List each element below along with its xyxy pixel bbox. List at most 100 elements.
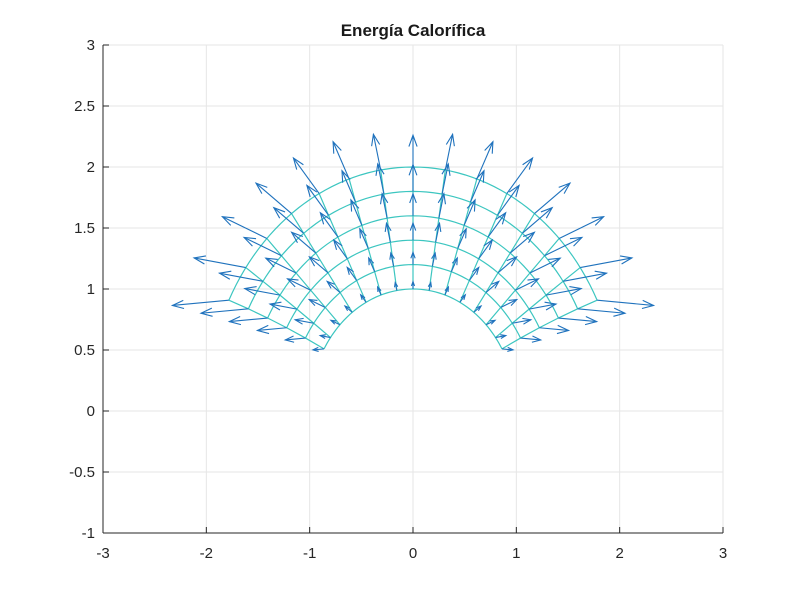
quiver-arrowhead	[451, 256, 458, 266]
mesh-spoke	[485, 238, 560, 326]
quiver-shaft	[577, 308, 626, 314]
quiver-arrowhead	[434, 221, 442, 233]
quiver-arrowhead	[376, 285, 382, 293]
quiver-shaft	[308, 299, 326, 308]
quiver-arrowhead	[199, 307, 213, 317]
quiver-arrowhead	[268, 301, 282, 311]
quiver-shaft	[487, 212, 507, 238]
y-tick-label: -1	[82, 525, 95, 542]
quiver-arrowhead	[483, 238, 494, 250]
quiver-shaft	[285, 337, 306, 341]
x-tick-label: -1	[303, 545, 316, 562]
quiver-arrowhead	[170, 299, 185, 310]
quiver-arrowhead	[484, 140, 494, 154]
quiver-arrowhead	[556, 324, 571, 335]
quiver-arrowhead	[558, 182, 572, 194]
quiver-shaft	[193, 257, 246, 269]
quiver-arrowhead	[613, 307, 627, 317]
quiver-shaft	[529, 303, 557, 310]
quiver-shaft	[306, 185, 330, 216]
quiver-shaft	[309, 256, 329, 274]
quiver-arrowhead	[410, 280, 416, 287]
quiver-arrowhead	[466, 198, 476, 212]
quiver-shaft	[222, 216, 268, 239]
quiver-arrows	[170, 132, 656, 352]
quiver-shaft	[476, 141, 494, 180]
quiver-arrowhead	[522, 231, 536, 244]
quiver-shaft	[597, 299, 654, 307]
x-tick-label: 3	[719, 545, 727, 562]
quiver-shaft	[497, 256, 517, 274]
quiver-shaft	[244, 288, 281, 296]
quiver-arrowhead	[346, 266, 354, 275]
quiver-arrowhead	[540, 206, 554, 219]
quiver-shaft	[473, 305, 482, 313]
quiver-arrowhead	[290, 231, 304, 244]
quiver-shaft	[558, 317, 597, 323]
mesh-spoke	[245, 267, 331, 338]
y-tick-label: 1	[87, 281, 95, 298]
mesh-spoke	[501, 299, 598, 350]
quiver-arrowhead	[459, 227, 467, 239]
quiver-arrowhead	[491, 280, 501, 289]
quiver-arrowhead	[522, 156, 534, 170]
mesh-spoke	[266, 238, 341, 326]
quiver-arrowhead	[495, 211, 507, 225]
quiver-shaft	[469, 170, 485, 203]
quiver-shaft	[219, 272, 264, 282]
quiver-shaft	[562, 272, 607, 282]
quiver-shaft	[441, 163, 449, 195]
quiver-shaft	[431, 252, 436, 267]
quiver-shaft	[344, 305, 353, 313]
quiver-arrowhead	[341, 169, 351, 183]
quiver-arrowhead	[475, 169, 485, 183]
quiver-shaft	[501, 348, 514, 351]
quiver-shaft	[485, 319, 496, 326]
quiver-arrowhead	[359, 293, 366, 301]
quiver-shaft	[521, 207, 553, 234]
quiver-arrowhead	[544, 301, 558, 311]
x-tick-label: -2	[200, 545, 213, 562]
quiver-shaft	[330, 319, 341, 326]
quiver-shaft	[520, 337, 541, 341]
quiver-arrowhead	[508, 298, 519, 306]
quiver-shaft	[495, 335, 506, 339]
quiver-shaft	[312, 348, 325, 351]
y-tick-label: 0.5	[74, 342, 95, 359]
quiver-shaft	[287, 278, 311, 291]
quiver-arrowhead	[350, 198, 360, 212]
quiver-arrowhead	[272, 206, 286, 219]
quiver-shaft	[463, 199, 476, 226]
quiver-arrowhead	[569, 236, 584, 247]
quiver-arrowhead	[410, 250, 416, 259]
quiver-shaft	[545, 288, 582, 296]
quiver-arrowhead	[444, 285, 450, 293]
quiver-shaft	[319, 212, 339, 238]
quiver-arrowhead	[325, 280, 335, 289]
quiver-arrowhead	[409, 221, 417, 231]
x-tick-label: 1	[512, 545, 520, 562]
quiver-shaft	[255, 182, 292, 215]
quiver-shaft	[500, 299, 518, 308]
quiver-arrowhead	[569, 286, 583, 296]
quiver-arrowhead	[584, 315, 599, 326]
quiver-shaft	[496, 185, 520, 216]
quiver-arrowhead	[475, 304, 483, 311]
quiver-arrowhead	[445, 132, 455, 147]
quiver-shaft	[368, 257, 376, 272]
quiver-shaft	[243, 236, 282, 257]
quiver-shaft	[359, 228, 369, 249]
quiver-arrowhead	[393, 280, 399, 288]
quiver-shaft	[257, 327, 287, 332]
quiver-arrowhead	[508, 184, 521, 198]
quiver-shaft	[544, 236, 583, 257]
quiver-arrowhead	[307, 298, 318, 306]
quiver-arrowhead	[441, 162, 451, 176]
quiver-arrowhead	[332, 140, 342, 154]
quiver-arrowhead	[305, 184, 318, 198]
y-axis-ticks: -1 -0.5 0 0.5 1 1.5 2 2.5 3	[69, 37, 109, 542]
quiver-arrowhead	[283, 335, 295, 343]
quiver-arrowhead	[343, 304, 351, 311]
